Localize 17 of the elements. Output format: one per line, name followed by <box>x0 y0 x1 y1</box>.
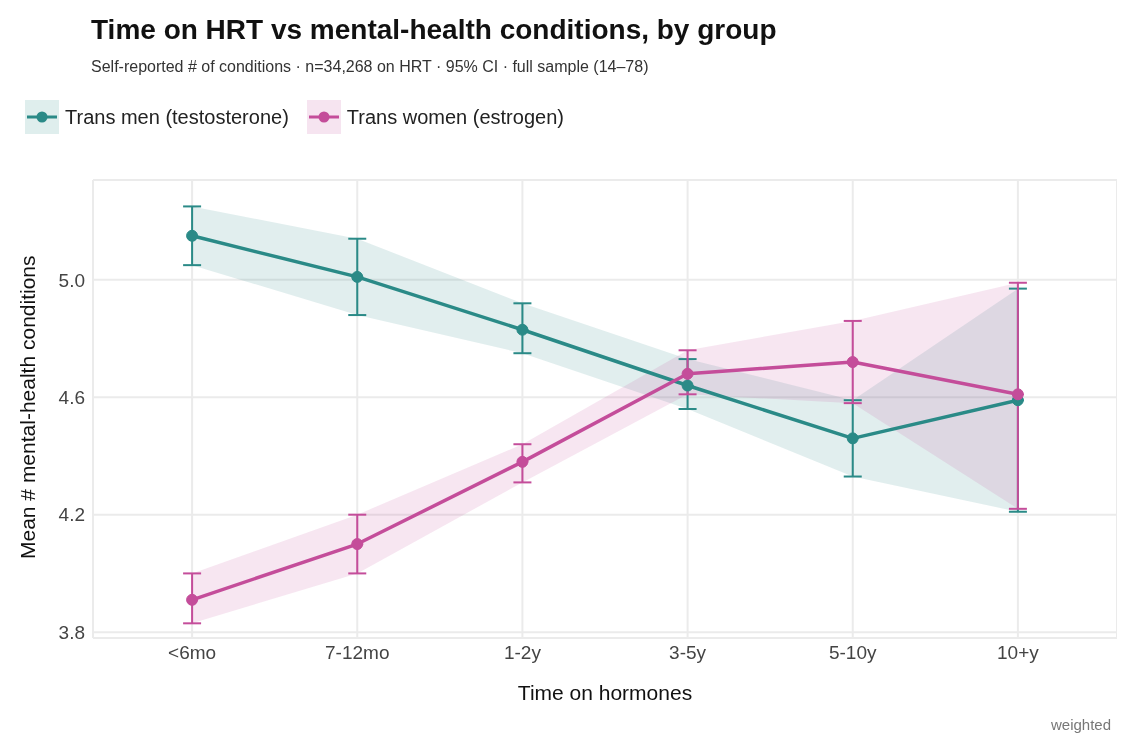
chart-title: Time on HRT vs mental-health conditions, by group <box>91 14 778 46</box>
x-tick-label: <6mo <box>168 642 217 664</box>
y-tick-label: 5.0 <box>58 269 85 291</box>
x-tick-label: 5-10y <box>828 642 877 664</box>
text: weighted <box>1050 716 1111 733</box>
y-tick-label: 4.2 <box>58 504 85 526</box>
chart-subtitle: Self-reported # of conditions · n=34,268 on HRT · 95% CI · full sample (14–78) <box>91 58 650 76</box>
x-tick-label: 3-5y <box>669 642 707 664</box>
y-tick-label: 4.6 <box>58 387 85 408</box>
x-tick-label: 1-2y <box>503 642 542 664</box>
y-axis-title: Mean # mental-health conditions <box>16 255 40 559</box>
x-tick-label: 10+y <box>997 642 1040 664</box>
legend-label: Trans women (estrogen) <box>346 105 564 129</box>
legend-label: Trans men (testosterone) <box>65 105 289 129</box>
x-axis-title: Time on hormones <box>517 681 693 704</box>
x-tick-label: 7-12mo <box>325 642 390 664</box>
y-tick-label: 3.8 <box>58 621 85 643</box>
